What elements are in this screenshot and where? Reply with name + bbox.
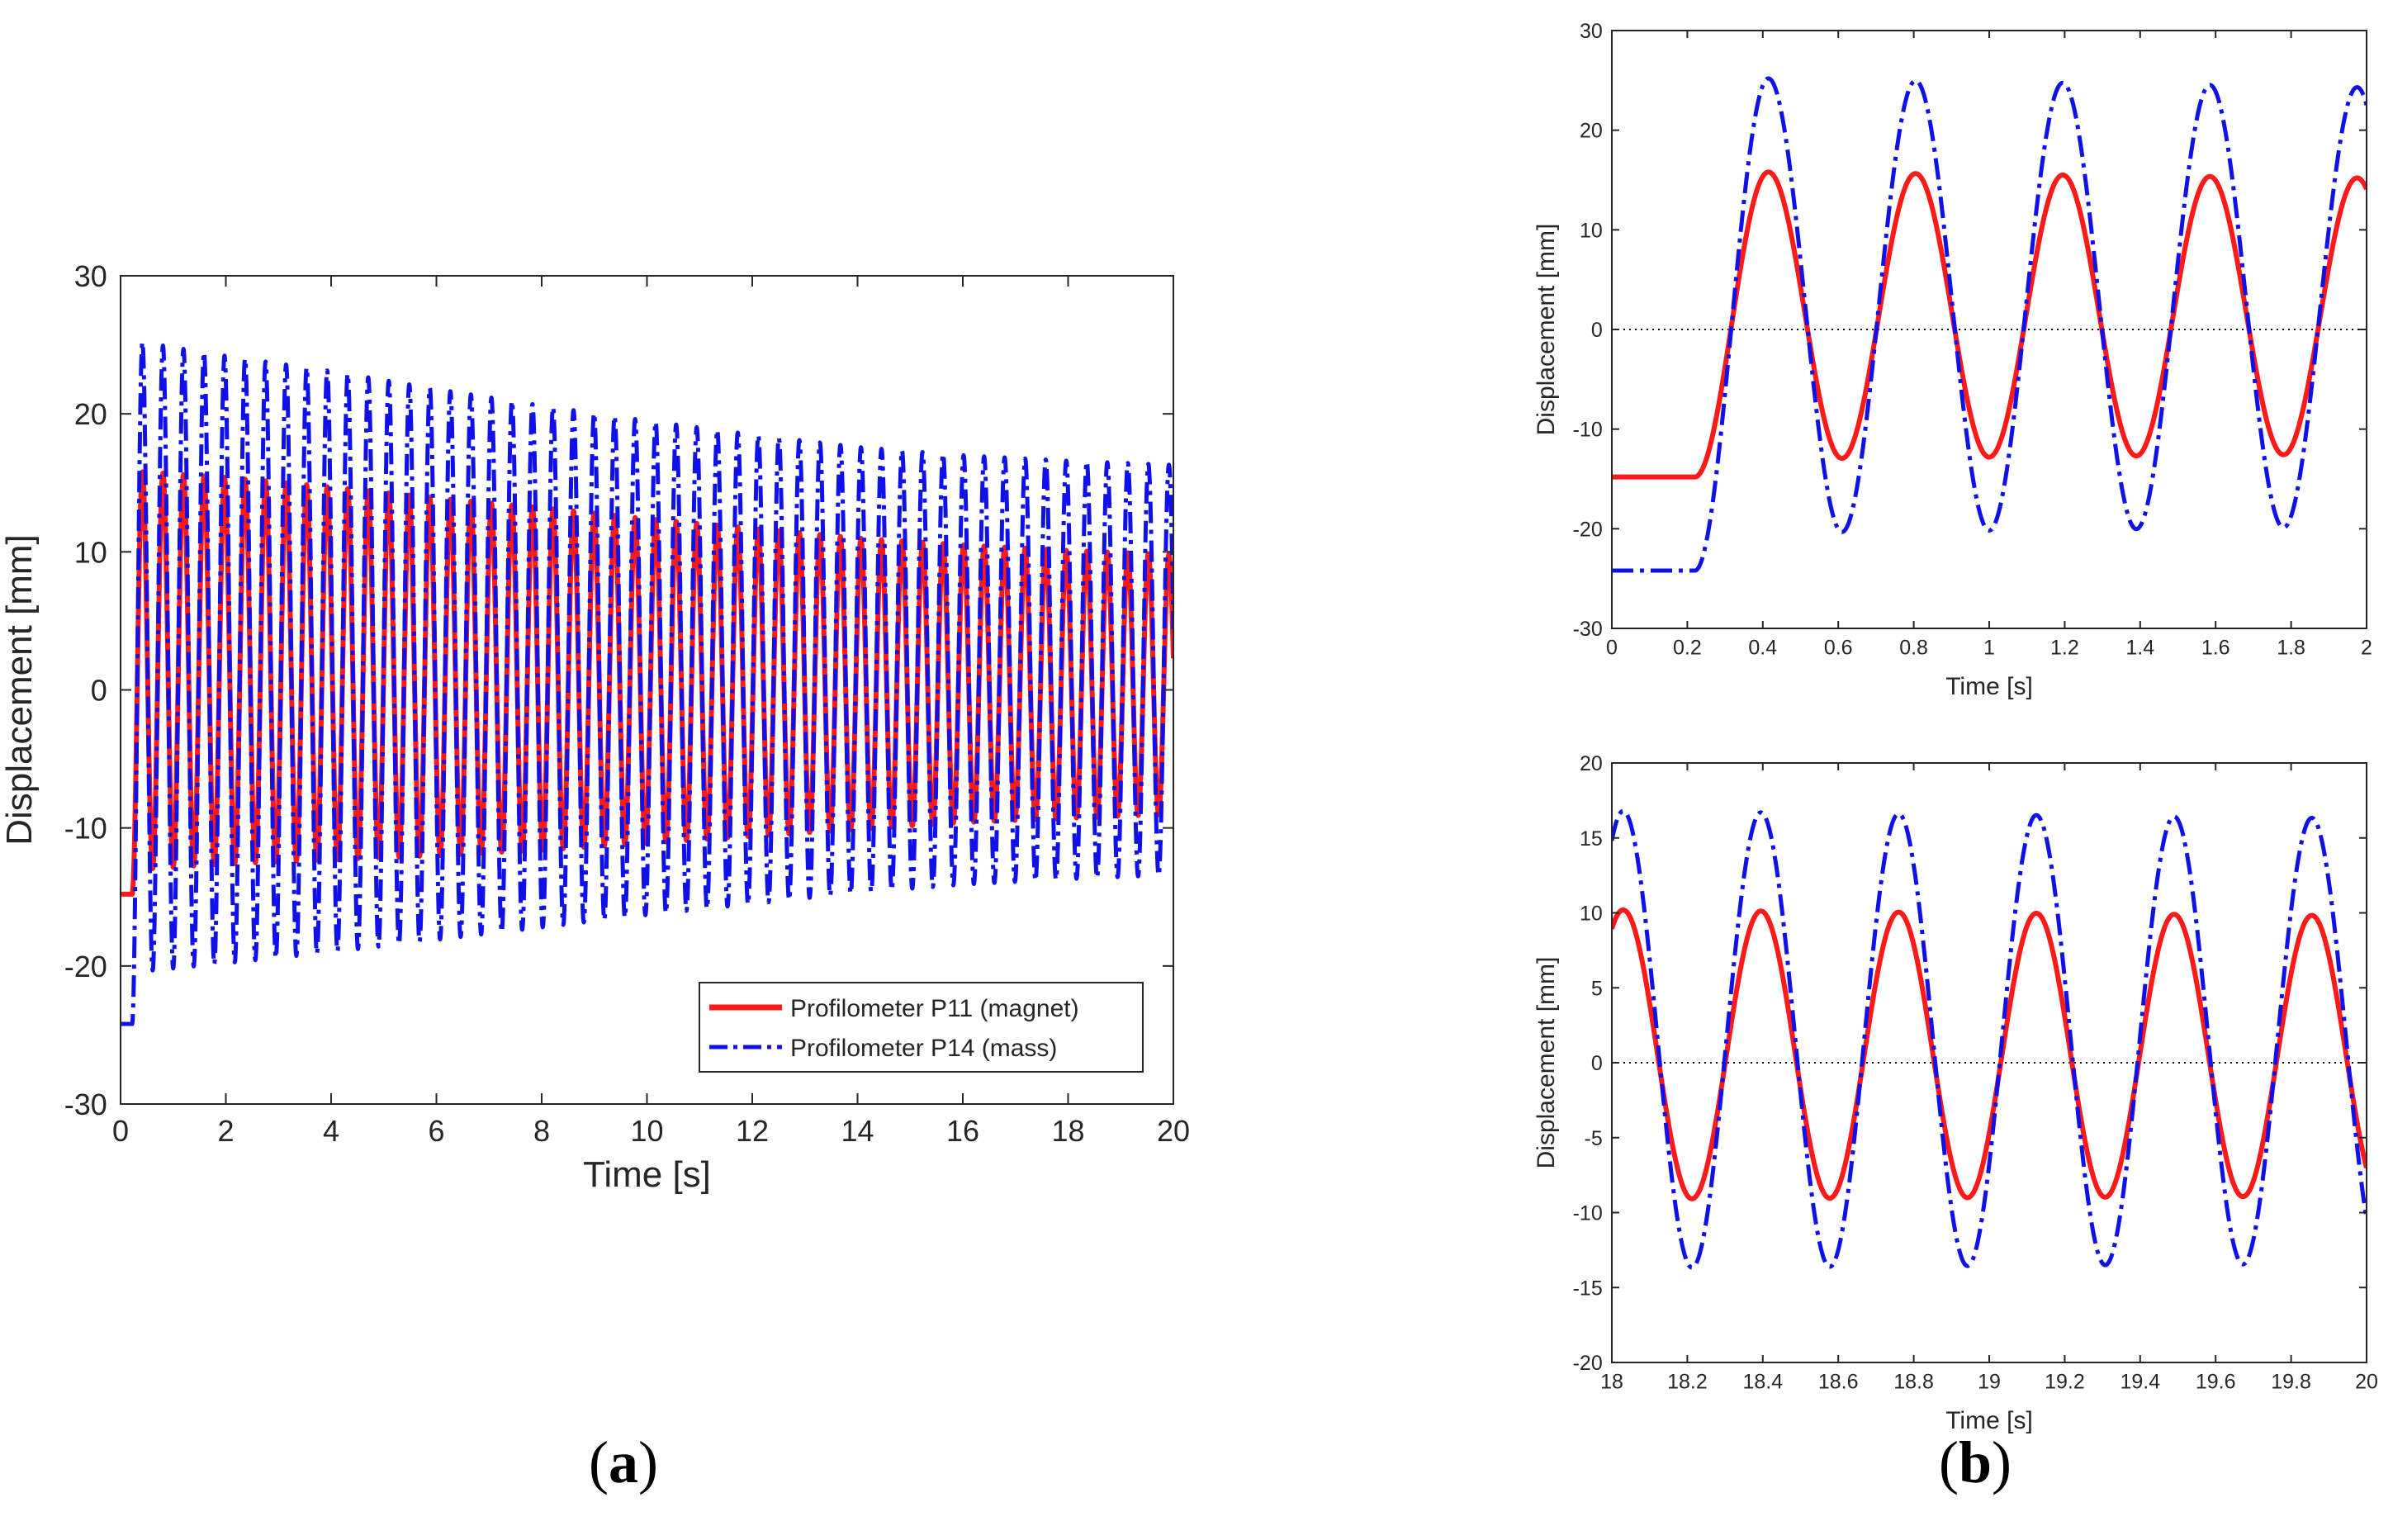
x-tick-label: 18.4 [1742, 1370, 1783, 1393]
x-axis-label: Time [s] [1945, 673, 2033, 700]
y-tick-label: -20 [1573, 1352, 1603, 1375]
legend-label: Profilometer P14 (mass) [790, 1035, 1057, 1062]
x-tick-label: 0.6 [1824, 636, 1853, 659]
y-tick-label: 15 [1580, 827, 1603, 851]
y-tick-label: -20 [64, 950, 107, 983]
y-tick-label: -10 [1573, 1202, 1603, 1225]
chart-panel-a: 0 2 4 6 8 10 12 14 16 18 20 -30 -20 -10 0 10 20 30 Time [s… [0, 259, 1190, 1195]
x-tick-label: 19.6 [2196, 1370, 2236, 1393]
chart-panel-b-top: 0 0.2 0.4 0.6 0.8 1 1.2 1.4 1.6 1.8 2 -30 -20 -10 0 10 2… [1533, 20, 2372, 700]
y-tick-label: 20 [1580, 120, 1603, 143]
x-tick-label: 20 [2355, 1370, 2378, 1393]
y-tick-label: -30 [1573, 618, 1603, 641]
x-tick-label: 1.2 [2050, 636, 2079, 659]
x-tick-label: 1.8 [2277, 636, 2305, 659]
x-tick-label: 19.4 [2120, 1370, 2160, 1393]
x-tick-label: 16 [946, 1114, 979, 1148]
series-line-p11 [121, 469, 1173, 897]
y-tick-label: 10 [74, 535, 107, 569]
y-tick-label: 30 [1580, 20, 1603, 43]
x-tick-label: 0.8 [1899, 636, 1928, 659]
y-tick-label: 0 [91, 673, 107, 707]
x-tick-label: 18 [1051, 1114, 1084, 1148]
y-axis-label: Displacement [mm] [1533, 224, 1560, 436]
x-tick-label: 6 [428, 1114, 444, 1148]
panel-label-b: (b) [1939, 1429, 2012, 1495]
panel-label-a: (a) [589, 1429, 658, 1495]
x-tick-label: 18.6 [1818, 1370, 1859, 1393]
x-tick-label: 0 [1606, 636, 1618, 659]
series-line-p14 [121, 339, 1173, 1026]
y-tick-label: 5 [1591, 977, 1603, 1000]
x-tick-label: 20 [1157, 1114, 1190, 1148]
x-tick-label: 18.2 [1667, 1370, 1708, 1393]
x-tick-label: 12 [736, 1114, 769, 1148]
y-tick-label: 20 [1580, 752, 1603, 775]
series-line-p14 [1612, 808, 2367, 1270]
x-tick-label: 4 [323, 1114, 339, 1148]
series-line-p11 [1612, 169, 2367, 480]
x-tick-label: 0.2 [1673, 636, 1702, 659]
legend-label: Profilometer P11 (magnet) [790, 995, 1079, 1022]
x-tick-label: 1.6 [2201, 636, 2230, 659]
x-tick-label: 14 [841, 1114, 874, 1148]
x-tick-label: 8 [533, 1114, 550, 1148]
x-tick-label: 1 [1983, 636, 1995, 659]
x-tick-label: 0 [112, 1114, 129, 1148]
y-tick-label: -10 [64, 812, 107, 846]
x-tick-label: 18.8 [1893, 1370, 1934, 1393]
y-tick-label: 30 [74, 259, 107, 293]
y-tick-label: -5 [1585, 1127, 1603, 1150]
legend-box [699, 982, 1144, 1073]
y-tick-label: -20 [1573, 518, 1603, 541]
series-line-p14 [1612, 76, 2367, 573]
y-tick-label: 0 [1591, 1052, 1603, 1075]
x-tick-label: 19 [1978, 1370, 2001, 1393]
x-tick-label: 19.8 [2271, 1370, 2311, 1393]
y-axis-label: Displacement [mm] [1533, 957, 1560, 1169]
y-tick-label: 10 [1580, 903, 1603, 926]
x-tick-label: 2 [2361, 636, 2372, 659]
y-tick-label: -15 [1573, 1277, 1603, 1300]
y-axis-label: Displacement [mm] [0, 534, 40, 846]
y-tick-label: -10 [1573, 419, 1603, 442]
x-tick-label: 19.2 [2045, 1370, 2085, 1393]
y-tick-label: 10 [1580, 219, 1603, 242]
y-tick-label: 0 [1591, 319, 1603, 342]
x-tick-label: 18 [1600, 1370, 1623, 1393]
x-tick-label: 0.4 [1748, 636, 1777, 659]
chart-panel-b-bottom: 18 18.2 18.4 18.6 18.8 19 19.2 19.4 19.6 19.8 20 -2… [1533, 752, 2378, 1434]
y-tick-label: -30 [64, 1087, 107, 1121]
x-axis-label: Time [s] [1945, 1407, 2033, 1434]
series-line-p11 [1612, 907, 2367, 1201]
x-tick-label: 2 [217, 1114, 234, 1148]
y-tick-label: 20 [74, 397, 107, 431]
x-tick-label: 1.4 [2125, 636, 2154, 659]
legend: Profilometer P11 (magnet) Profilometer P1… [699, 982, 1144, 1073]
x-axis-label: Time [s] [583, 1154, 711, 1195]
x-tick-label: 10 [630, 1114, 663, 1148]
